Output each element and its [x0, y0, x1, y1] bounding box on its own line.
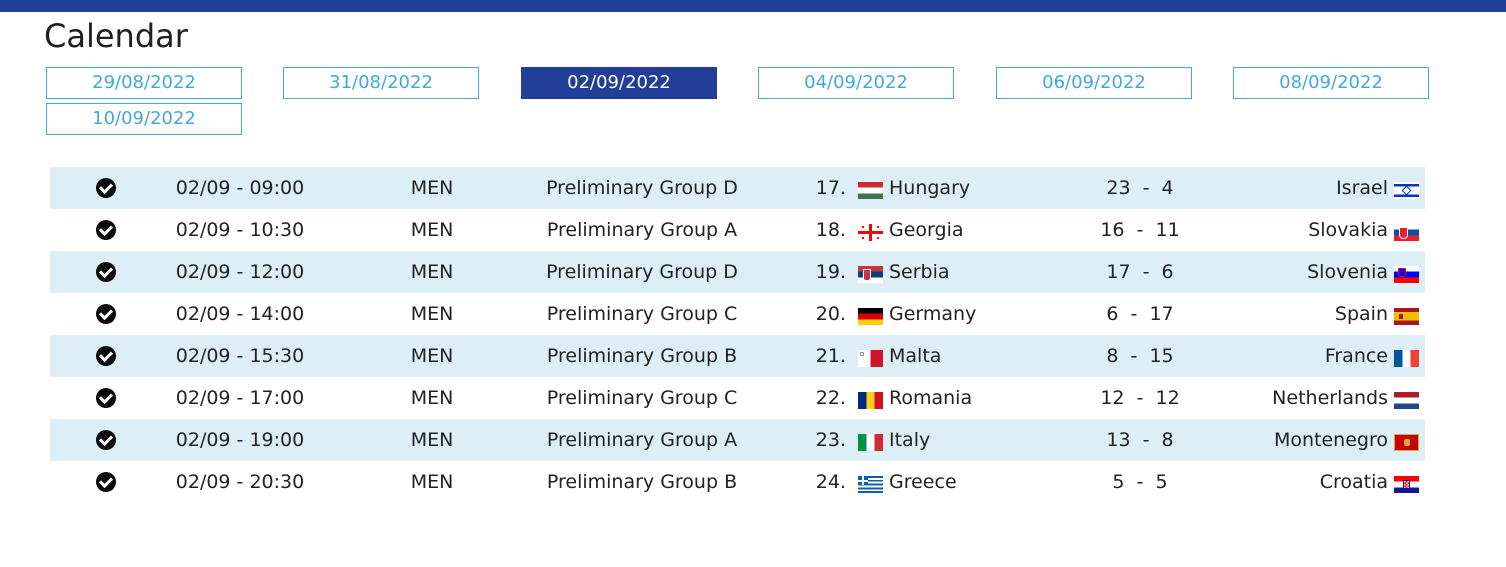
match-number: 23.: [815, 429, 846, 451]
match-phase: Preliminary Group C: [546, 387, 738, 409]
match-score: 23 - 4: [1106, 177, 1174, 199]
match-gender: MEN: [410, 303, 454, 325]
match-row[interactable]: 02/09 - 09:00 MEN Preliminary Group D 17…: [50, 167, 1425, 209]
france-flag-icon: [1394, 350, 1419, 367]
germany-flag-icon: [858, 308, 883, 325]
check-circle-icon: [96, 472, 116, 492]
home-team: Serbia: [889, 261, 950, 283]
match-number: 21.: [815, 345, 846, 367]
match-number: 19.: [815, 261, 846, 283]
match-score: 13 - 8: [1106, 429, 1174, 451]
croatia-flag-icon: [1394, 476, 1419, 493]
check-circle-icon: [96, 262, 116, 282]
date-tab-06-09-2022[interactable]: 06/09/2022: [996, 67, 1192, 99]
match-score: 17 - 6: [1106, 261, 1174, 283]
home-team: Italy: [889, 429, 931, 451]
match-phase: Preliminary Group A: [546, 219, 738, 241]
match-score: 12 - 12: [1100, 387, 1180, 409]
match-gender: MEN: [410, 345, 454, 367]
page-title: Calendar: [44, 17, 188, 55]
top-accent-bar: [0, 0, 1506, 12]
match-row[interactable]: 02/09 - 15:30 MEN Preliminary Group B 21…: [50, 335, 1425, 377]
match-row[interactable]: 02/09 - 12:00 MEN Preliminary Group D 19…: [50, 251, 1425, 293]
check-circle-icon: [96, 220, 116, 240]
away-team: Slovakia: [1308, 219, 1388, 241]
match-time: 02/09 - 09:00: [175, 177, 305, 199]
match-score: 8 - 15: [1106, 345, 1174, 367]
hungary-flag-icon: [858, 182, 883, 199]
match-gender: MEN: [410, 387, 454, 409]
match-number: 17.: [815, 177, 846, 199]
match-row[interactable]: 02/09 - 19:00 MEN Preliminary Group A 23…: [50, 419, 1425, 461]
slovakia-flag-icon: [1394, 224, 1419, 241]
away-team: Netherlands: [1272, 387, 1388, 409]
check-circle-icon: [96, 346, 116, 366]
israel-flag-icon: [1394, 182, 1419, 199]
match-gender: MEN: [410, 177, 454, 199]
match-number: 24.: [815, 471, 846, 493]
home-team: Hungary: [889, 177, 971, 199]
match-phase: Preliminary Group D: [546, 177, 738, 199]
match-gender: MEN: [410, 261, 454, 283]
home-team: Malta: [889, 345, 942, 367]
away-team: Israel: [1336, 177, 1388, 199]
away-team: Slovenia: [1307, 261, 1388, 283]
home-team: Germany: [889, 303, 977, 325]
away-team: Spain: [1334, 303, 1388, 325]
match-phase: Preliminary Group C: [546, 303, 738, 325]
date-tab-08-09-2022[interactable]: 08/09/2022: [1233, 67, 1429, 99]
match-number: 22.: [815, 387, 846, 409]
check-circle-icon: [96, 178, 116, 198]
date-tab-04-09-2022[interactable]: 04/09/2022: [758, 67, 954, 99]
georgia-flag-icon: [858, 224, 883, 241]
home-team: Romania: [889, 387, 973, 409]
match-row[interactable]: 02/09 - 10:30 MEN Preliminary Group A 18…: [50, 209, 1425, 251]
match-number: 20.: [815, 303, 846, 325]
match-phase: Preliminary Group D: [546, 261, 738, 283]
match-phase: Preliminary Group B: [546, 471, 738, 493]
match-time: 02/09 - 10:30: [175, 219, 305, 241]
home-team: Georgia: [889, 219, 964, 241]
match-phase: Preliminary Group B: [546, 345, 738, 367]
date-tab-29-08-2022[interactable]: 29/08/2022: [46, 67, 242, 99]
match-time: 02/09 - 19:00: [175, 429, 305, 451]
check-circle-icon: [96, 430, 116, 450]
slovenia-flag-icon: [1394, 266, 1419, 283]
match-number: 18.: [815, 219, 846, 241]
serbia-flag-icon: [858, 266, 883, 283]
match-list: 02/09 - 09:00 MEN Preliminary Group D 17…: [50, 167, 1425, 503]
match-row[interactable]: 02/09 - 17:00 MEN Preliminary Group C 22…: [50, 377, 1425, 419]
check-circle-icon: [96, 304, 116, 324]
date-tab-02-09-2022[interactable]: 02/09/2022: [521, 67, 717, 99]
montenegro-flag-icon: [1394, 434, 1419, 451]
home-team: Greece: [889, 471, 957, 493]
match-row[interactable]: 02/09 - 14:00 MEN Preliminary Group C 20…: [50, 293, 1425, 335]
match-gender: MEN: [410, 429, 454, 451]
date-tab-10-09-2022[interactable]: 10/09/2022: [46, 103, 242, 135]
match-time: 02/09 - 17:00: [175, 387, 305, 409]
spain-flag-icon: [1394, 308, 1419, 325]
away-team: France: [1324, 345, 1388, 367]
match-score: 5 - 5: [1112, 471, 1168, 493]
check-circle-icon: [96, 388, 116, 408]
malta-flag-icon: [858, 350, 883, 367]
away-team: Montenegro: [1273, 429, 1388, 451]
match-row[interactable]: 02/09 - 20:30 MEN Preliminary Group B 24…: [50, 461, 1425, 503]
netherlands-flag-icon: [1394, 392, 1419, 409]
italy-flag-icon: [858, 434, 883, 451]
match-score: 16 - 11: [1100, 219, 1180, 241]
away-team: Croatia: [1319, 471, 1388, 493]
match-time: 02/09 - 12:00: [175, 261, 305, 283]
match-time: 02/09 - 20:30: [175, 471, 305, 493]
match-gender: MEN: [410, 219, 454, 241]
match-time: 02/09 - 14:00: [175, 303, 305, 325]
match-phase: Preliminary Group A: [546, 429, 738, 451]
date-tab-31-08-2022[interactable]: 31/08/2022: [283, 67, 479, 99]
romania-flag-icon: [858, 392, 883, 409]
match-time: 02/09 - 15:30: [175, 345, 305, 367]
match-gender: MEN: [410, 471, 454, 493]
greece-flag-icon: [858, 476, 883, 493]
match-score: 6 - 17: [1106, 303, 1174, 325]
